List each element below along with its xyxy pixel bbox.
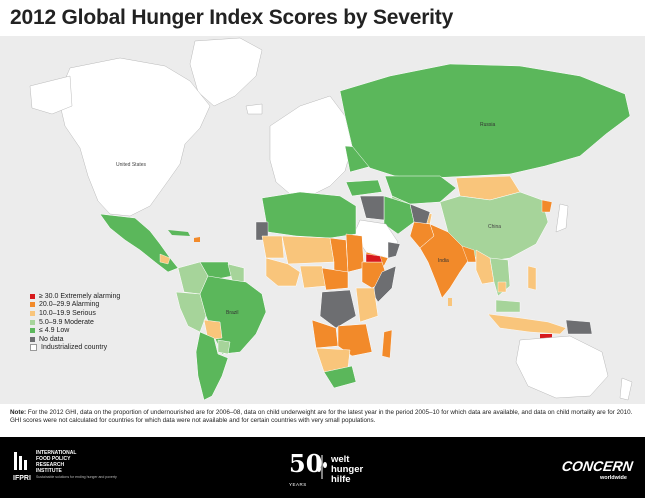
legend-swatch	[30, 336, 35, 342]
whh-name: welt hunger hilfe	[331, 455, 363, 485]
argentina-chile	[195, 331, 229, 401]
whh-anniversary-number: 50	[289, 449, 323, 478]
ifpri-line: FOOD POLICY	[36, 456, 71, 462]
legend-label: ≤ 4.9 Low	[39, 327, 70, 335]
australia	[515, 335, 609, 399]
malaysia	[495, 299, 521, 313]
zambia-mozambique	[337, 323, 373, 357]
madagascar	[381, 329, 393, 359]
bolivia	[203, 319, 223, 341]
legend-item-low: ≤ 4.9 Low	[30, 326, 120, 335]
mauritania	[261, 235, 285, 259]
papua	[565, 319, 593, 335]
legend-swatch	[30, 319, 35, 325]
car-cameroon	[321, 267, 349, 291]
chad	[329, 237, 349, 273]
label-india: India	[438, 258, 449, 264]
north-korea	[541, 199, 553, 213]
turkey	[345, 179, 383, 197]
indonesia	[487, 313, 567, 335]
eritrea	[365, 253, 383, 263]
whh-line: welt	[331, 454, 350, 465]
legend-label: No data	[39, 335, 64, 343]
venezuela	[199, 261, 233, 281]
cuba	[168, 230, 190, 236]
ifpri-tagline: Sustainable solutions for ending hunger …	[36, 475, 117, 479]
europe	[269, 95, 353, 197]
ifpri-abbr: IFPRI	[13, 475, 31, 482]
legend-item-industrialized: Industrialized country	[30, 344, 120, 353]
greenland	[189, 37, 263, 107]
whh-line: hunger	[331, 464, 364, 475]
map-legend: ≥ 30.0 Extremely alarming 20.0–29.9 Alar…	[30, 292, 120, 352]
whh-line: hilfe	[331, 474, 351, 485]
legend-label: 10.0–19.9 Serious	[39, 309, 96, 317]
north-africa	[261, 191, 357, 239]
iraq-syria	[359, 195, 385, 221]
label-russia: Russia	[480, 122, 496, 128]
legend-label: 20.0–29.9 Alarming	[39, 301, 100, 309]
legend-swatch	[30, 328, 35, 334]
concern-tagline: worldwide	[600, 475, 627, 481]
myanmar-laos	[475, 249, 495, 285]
footer-logos: INTERNATIONAL FOOD POLICY RESEARCH INSTI…	[0, 437, 645, 498]
ifpri-name: INTERNATIONAL FOOD POLICY RESEARCH INSTI…	[36, 450, 76, 474]
new-zealand	[619, 377, 633, 401]
drc	[319, 289, 357, 329]
kenya-tanzania	[355, 287, 379, 323]
world-map-svg: United States China Russia India Brazil	[29, 37, 633, 401]
ifpri-line: INSTITUTE	[36, 468, 62, 474]
legend-label: 5.0–9.9 Moderate	[39, 318, 94, 326]
ifpri-logo-icon	[14, 452, 27, 470]
whh-wheat-icon	[317, 455, 327, 479]
legend-item-no-data: No data	[30, 335, 120, 344]
label-china: China	[488, 224, 501, 230]
concern-logo: CONCERN	[560, 458, 634, 474]
legend-swatch	[30, 293, 35, 299]
legend-item-alarming: 20.0–29.9 Alarming	[30, 301, 120, 310]
ifpri-line: RESEARCH	[36, 462, 65, 468]
guatemala	[159, 253, 171, 265]
legend-item-moderate: 5.0–9.9 Moderate	[30, 318, 120, 327]
label-united-states: United States	[116, 162, 147, 168]
philippines	[527, 265, 537, 291]
world-map: United States China Russia India Brazil	[0, 36, 645, 404]
japan	[555, 203, 569, 233]
iceland	[245, 103, 263, 115]
legend-label: ≥ 30.0 Extremely alarming	[39, 292, 121, 300]
whh-years: YEARS	[289, 482, 307, 487]
haiti	[194, 237, 200, 242]
mali-niger	[281, 235, 335, 265]
north-america	[57, 57, 211, 217]
legend-swatch	[30, 302, 35, 308]
russia	[339, 63, 631, 179]
oman	[387, 241, 401, 259]
india	[419, 223, 471, 299]
legend-swatch	[30, 310, 35, 316]
legend-item-serious: 10.0–19.9 Serious	[30, 309, 120, 318]
west-africa	[265, 257, 301, 287]
sudan	[345, 233, 365, 273]
legend-label: Industrialized country	[41, 344, 108, 352]
ifpri-line: INTERNATIONAL	[36, 450, 77, 456]
sri-lanka	[448, 298, 452, 306]
guyana	[227, 263, 245, 283]
mexico	[99, 213, 179, 273]
cambodia	[497, 281, 507, 293]
paraguay	[217, 339, 231, 355]
note-text: For the 2012 GHI, data on the proportion…	[10, 409, 633, 425]
legend-swatch	[30, 344, 37, 352]
map-title: 2012 Global Hunger Index Scores by Sever…	[10, 6, 454, 29]
south-africa	[323, 365, 357, 389]
note-label: Note:	[10, 409, 27, 416]
alaska	[29, 75, 73, 115]
footnote: Note: For the 2012 GHI, data on the prop…	[10, 409, 635, 426]
legend-item-extremely-alarming: ≥ 30.0 Extremely alarming	[30, 292, 120, 301]
label-brazil: Brazil	[226, 310, 239, 316]
